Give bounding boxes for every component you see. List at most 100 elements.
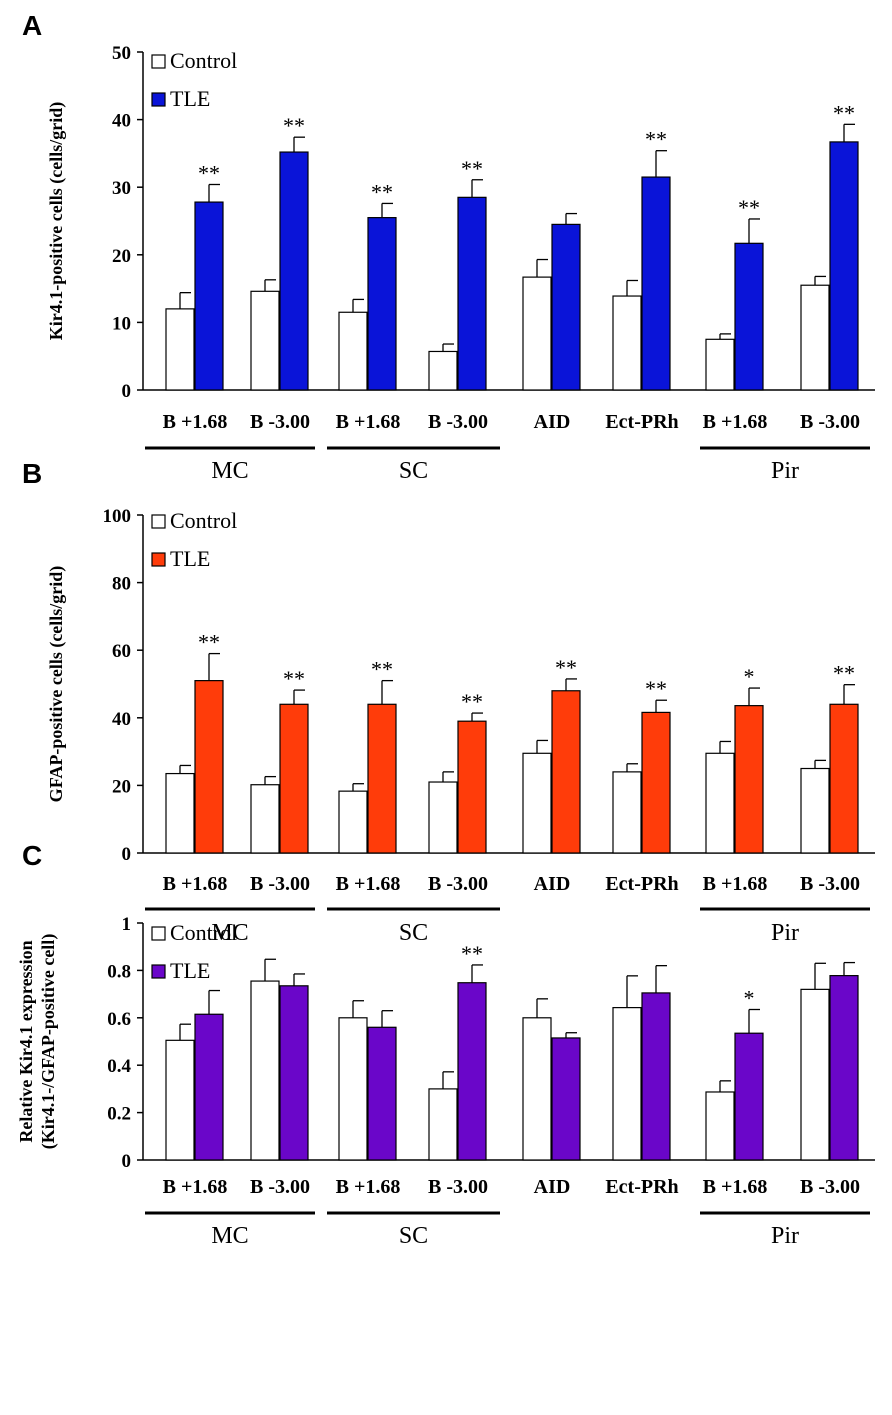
y-tick-label: 0.8 [107, 961, 131, 982]
category-label: B -3.00 [250, 411, 310, 433]
y-tick-label: 0.6 [107, 1009, 131, 1030]
y-axis-label-line1: Relative Kir4.1 expression [16, 940, 36, 1142]
category-label: B -3.00 [250, 873, 310, 895]
group-label-pir: Pir [771, 458, 799, 484]
y-tick-label: 1 [122, 914, 132, 935]
bar-control [165, 772, 195, 854]
bar-control [165, 308, 195, 391]
panel-letter: B [22, 458, 42, 489]
significance-marker: ** [198, 160, 220, 185]
bar-control [705, 1091, 735, 1161]
y-axis-label: GFAP-positive cells (cells/grid) [46, 566, 67, 803]
legend-swatch-tle [151, 964, 166, 979]
category-label: B -3.00 [250, 1176, 310, 1198]
bar-tle [829, 141, 859, 391]
bar-tle [641, 176, 671, 391]
y-tick-label: 20 [112, 776, 131, 797]
bar-tle [279, 985, 309, 1161]
y-tick-label: 10 [112, 313, 131, 334]
category-label: AID [534, 411, 571, 433]
bar-tle [829, 975, 859, 1161]
bar-control [250, 980, 280, 1161]
bar-control [522, 752, 552, 854]
legend-swatch-control [151, 54, 166, 69]
significance-marker: ** [645, 676, 667, 701]
legend-swatch-tle [151, 92, 166, 107]
category-label: B -3.00 [800, 411, 860, 433]
bar-control [165, 1039, 195, 1161]
significance-marker: ** [833, 100, 855, 125]
bar-tle [734, 1032, 764, 1161]
significance-marker: ** [283, 113, 305, 138]
significance-marker: ** [461, 156, 483, 181]
category-label: Ect-PRh [605, 873, 678, 895]
category-label: B -3.00 [428, 411, 488, 433]
bar-tle [829, 703, 859, 854]
bar-tle [551, 1037, 581, 1161]
bar-tle [734, 705, 764, 854]
significance-marker: ** [461, 941, 483, 966]
bar-tle [194, 680, 224, 854]
category-label: Ect-PRh [605, 1176, 678, 1198]
legend-swatch-tle [151, 552, 166, 567]
bar-tle [457, 720, 487, 854]
legend-label-tle: TLE [170, 86, 210, 111]
group-label-sc: SC [399, 458, 428, 484]
group-label-sc: SC [399, 1223, 428, 1249]
bar-tle [551, 223, 581, 391]
legend-label-tle: TLE [170, 546, 210, 571]
significance-marker: ** [555, 655, 577, 680]
bar-control [428, 781, 458, 854]
category-label: B +1.68 [163, 411, 228, 433]
bar-control [612, 771, 642, 854]
bar-control [800, 284, 830, 391]
bar-tle [641, 711, 671, 854]
category-label: AID [534, 873, 571, 895]
y-tick-label: 0.2 [107, 1104, 131, 1125]
bar-control [800, 767, 830, 854]
group-label-sc: SC [399, 920, 428, 946]
bar-control [250, 784, 280, 854]
panel-letter: A [22, 10, 42, 41]
legend-label-control: Control [170, 920, 237, 945]
y-axis-label: Kir4.1-positive cells (cells/grid) [46, 102, 67, 340]
significance-marker: ** [198, 630, 220, 655]
panel-a: A 0 10 20 30 40 50 Kir4.1-positive cells (cells… [22, 10, 875, 484]
y-tick-label: 20 [112, 246, 131, 267]
bar-control [612, 1007, 642, 1161]
group-label-pir: Pir [771, 920, 799, 946]
category-label: B +1.68 [336, 411, 401, 433]
bar-tle [367, 217, 397, 391]
bar-tle [367, 1026, 397, 1161]
significance-marker: ** [461, 689, 483, 714]
category-label: B -3.00 [428, 1176, 488, 1198]
category-label: B +1.68 [703, 1176, 768, 1198]
y-tick-label: 30 [112, 178, 131, 199]
legend-label-control: Control [170, 48, 237, 73]
y-tick-label: 40 [112, 709, 131, 730]
significance-marker: ** [833, 661, 855, 686]
bar-tle [734, 242, 764, 391]
bar-tle [457, 982, 487, 1161]
bar-tle [194, 1013, 224, 1161]
significance-marker: ** [283, 666, 305, 691]
group-label-mc: MC [211, 1223, 248, 1249]
panel-b: B 0 20 40 60 80 100 GFAP-positive cells (cells/… [22, 458, 875, 946]
category-label: AID [534, 1176, 571, 1198]
significance-marker: ** [371, 657, 393, 682]
group-label-mc: MC [211, 458, 248, 484]
bar-control [338, 790, 368, 854]
category-label: B -3.00 [428, 873, 488, 895]
y-tick-label: 80 [112, 574, 131, 595]
y-tick-label: 40 [112, 111, 131, 132]
y-tick-label: 0 [122, 1151, 132, 1172]
y-tick-label: 60 [112, 641, 131, 662]
group-label-mc: MC [211, 920, 248, 946]
significance-marker: ** [371, 179, 393, 204]
bar-control [800, 988, 830, 1161]
panel-c: C 0 0.2 0.4 0.6 0.8 1 Relative Kir4.1 expressio… [16, 840, 875, 1249]
bar-tle [457, 196, 487, 391]
bar-control [250, 290, 280, 391]
bar-control [428, 350, 458, 391]
